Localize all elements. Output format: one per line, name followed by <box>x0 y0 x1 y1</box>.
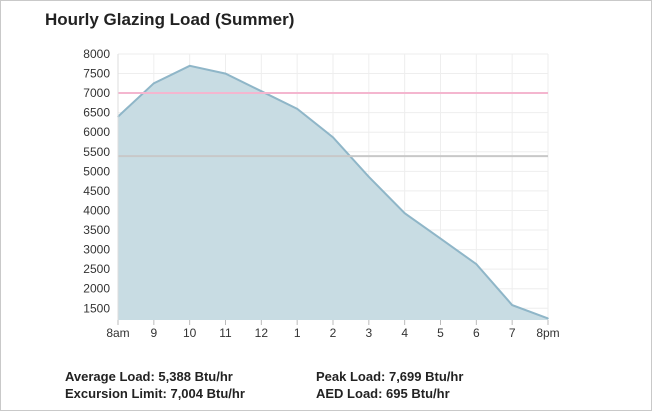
x-tick-label: 4 <box>401 326 408 340</box>
stats-right: Peak Load: 7,699 Btu/hr AED Load: 695 Bt… <box>316 368 463 402</box>
y-tick-label: 5000 <box>83 164 110 178</box>
y-tick-label: 3000 <box>83 243 110 257</box>
x-tick-label: 5 <box>437 326 444 340</box>
load-data-point <box>153 82 155 85</box>
peak-load-text: Peak Load: 7,699 Btu/hr <box>316 369 464 384</box>
load-data-point <box>439 237 442 240</box>
stats-left: Average Load: 5,388 Btu/hr Excursion Lim… <box>65 368 245 402</box>
average-load-text: Average Load: 5,388 Btu/hr <box>65 369 233 384</box>
y-tick-label: 8000 <box>83 47 110 61</box>
x-tick-label: 1 <box>294 326 301 340</box>
load-area-fill <box>118 65 548 320</box>
y-tick-label: 6500 <box>83 106 110 120</box>
y-tick-label: 2000 <box>83 282 110 296</box>
load-data-point <box>511 304 513 306</box>
x-tick-label: 6 <box>473 326 480 340</box>
excursion-limit-text: Excursion Limit: 7,004 Btu/hr <box>65 386 245 401</box>
x-tick-label: 10 <box>183 326 197 340</box>
load-data-point <box>475 263 478 265</box>
y-tick-label: 2500 <box>83 262 110 276</box>
chart-title: Hourly Glazing Load (Summer) <box>45 10 295 29</box>
y-tick-label: 4000 <box>83 203 110 217</box>
x-tick-label: 11 <box>219 326 232 340</box>
load-data-point <box>224 72 227 75</box>
x-tick-label: 8pm <box>536 326 559 340</box>
load-data-point <box>260 90 263 92</box>
y-tick-label: 7000 <box>83 86 110 100</box>
x-tick-label: 3 <box>365 326 372 340</box>
y-tick-label: 5500 <box>83 145 110 159</box>
load-data-point <box>547 317 549 320</box>
x-tick-label: 8am <box>106 326 129 340</box>
load-area-series <box>117 64 549 320</box>
x-tick-label: 2 <box>330 326 337 340</box>
x-tick-label: 9 <box>150 326 157 340</box>
load-data-point <box>403 212 406 215</box>
y-tick-label: 4500 <box>83 184 110 198</box>
x-tick-label: 12 <box>255 326 269 340</box>
load-data-point <box>332 136 334 139</box>
load-data-point <box>368 176 370 178</box>
y-tick-label: 6000 <box>83 125 110 139</box>
y-tick-label: 1500 <box>83 301 110 315</box>
x-tick-label: 7 <box>509 326 516 340</box>
load-data-point <box>296 107 298 110</box>
load-data-point <box>188 64 191 67</box>
y-tick-label: 3500 <box>83 223 110 237</box>
axes: 1500 2000 2500 3000 3500 4000 4500 5000 5500 6000… <box>83 47 559 340</box>
y-tick-label: 7500 <box>83 67 110 81</box>
reference-lines <box>118 91 548 158</box>
aed-load-text: AED Load: 695 Btu/hr <box>316 386 450 401</box>
